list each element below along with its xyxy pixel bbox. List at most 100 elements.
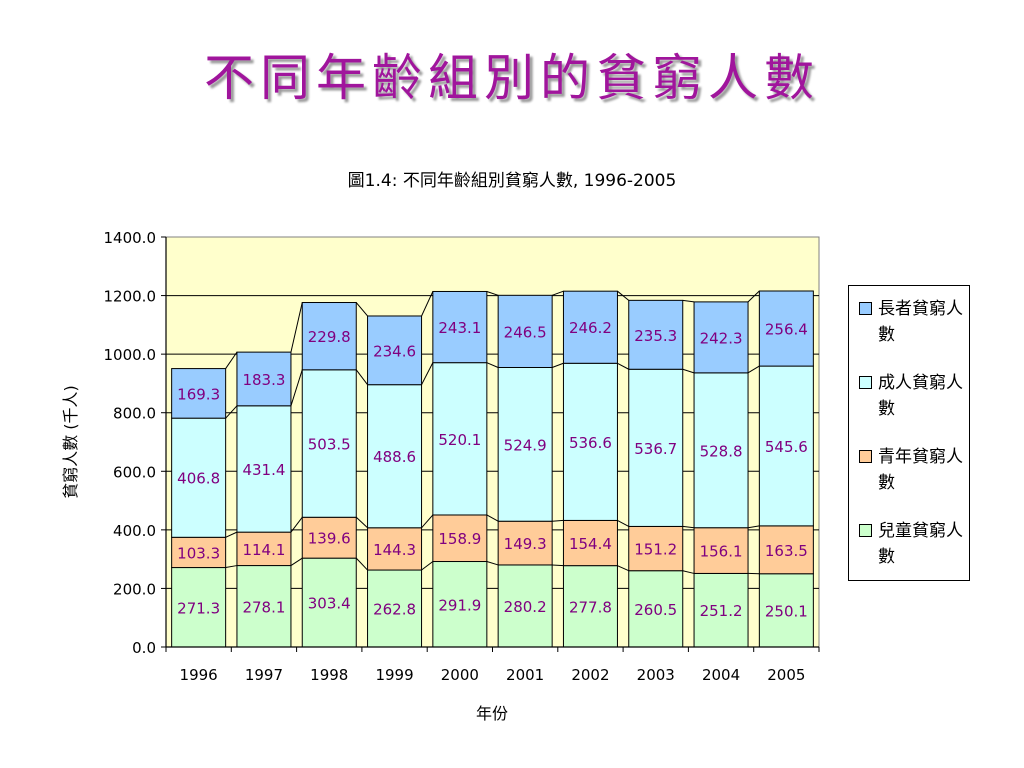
- bar-segment: [367, 315, 423, 386]
- legend-label: 兒童貧窮人數: [878, 521, 963, 567]
- series-line: [682, 368, 695, 374]
- bar-segment: [171, 368, 227, 419]
- bar-segment: [693, 301, 749, 374]
- series-line: [486, 290, 499, 296]
- series-line: [290, 557, 303, 566]
- legend-item: 兒童貧窮人數: [859, 518, 969, 570]
- bar-segment: [758, 365, 814, 527]
- x-tick-label: 1999: [375, 666, 413, 684]
- bar-segment: [628, 368, 684, 527]
- bar-segment: [432, 290, 488, 364]
- series-line: [421, 362, 434, 385]
- data-label: 303.4: [308, 595, 351, 613]
- y-tick-label: 600.0: [113, 463, 156, 481]
- data-label: 163.5: [765, 542, 808, 560]
- y-axis-title: 貧窮人數 (千人): [61, 385, 80, 499]
- legend-swatch: [859, 302, 872, 315]
- legend-item: 長者貧窮人數: [859, 296, 969, 348]
- x-tick-label: 1996: [180, 666, 218, 684]
- series-line: [486, 362, 499, 368]
- data-labels: 271.3 278.1 303.4 262.8 291.9 280.2 277.8 260.5…: [177, 319, 808, 620]
- bar-segment: [758, 290, 814, 367]
- bar-segment: [301, 557, 357, 648]
- data-label: 246.5: [504, 323, 547, 341]
- data-label: 151.2: [634, 541, 677, 559]
- data-label: 536.7: [634, 440, 677, 458]
- bar-segment: [628, 525, 684, 572]
- data-label: 154.4: [569, 535, 612, 553]
- bar-segment: [367, 569, 423, 648]
- bar-segment: [497, 294, 553, 368]
- y-tick-label: 200.0: [113, 580, 156, 598]
- series-line: [355, 516, 368, 529]
- bar-segment: [301, 516, 357, 559]
- bar-segment: [236, 405, 292, 533]
- series-line: [225, 565, 238, 569]
- bar-segment: [367, 527, 423, 571]
- data-label: 520.1: [438, 431, 481, 449]
- data-label: 528.8: [700, 442, 743, 460]
- bars: [171, 290, 814, 648]
- y-tick-label: 1200.0: [104, 288, 157, 306]
- data-label: 103.3: [177, 544, 220, 562]
- data-label: 256.4: [765, 321, 808, 339]
- series-line: [747, 290, 760, 303]
- data-label: 278.1: [242, 598, 285, 616]
- bar-segment: [758, 525, 814, 575]
- series-line: [421, 514, 434, 529]
- legend-label: 長者貧窮人數: [878, 299, 963, 345]
- series-line: [355, 557, 368, 571]
- data-label: 280.2: [504, 598, 547, 616]
- x-tick-label: 2000: [441, 666, 479, 684]
- axes: 0.0 200.0 400.0 600.0 800.0 1000.0 1200.0 1400.…: [104, 229, 820, 684]
- data-label: 260.5: [634, 601, 677, 619]
- chart-legend: 長者貧窮人數 成人貧窮人數 青年貧窮人數 兒童貧窮人數: [848, 285, 970, 581]
- legend-swatch: [859, 450, 872, 463]
- y-tick-label: 400.0: [113, 522, 156, 540]
- legend-swatch: [859, 376, 872, 389]
- data-label: 149.3: [504, 535, 547, 553]
- data-label: 234.6: [373, 342, 416, 360]
- series-line: [551, 290, 564, 296]
- data-label: 250.1: [765, 602, 808, 620]
- x-tick-label: 1997: [245, 666, 283, 684]
- legend-swatch: [859, 524, 872, 537]
- data-label: 114.1: [242, 541, 285, 559]
- bar-segment: [171, 567, 227, 648]
- data-label: 235.3: [634, 327, 677, 345]
- series-line: [682, 570, 695, 574]
- series-line: [290, 516, 303, 533]
- bar-segment: [236, 565, 292, 648]
- x-tick-label: 1998: [310, 666, 348, 684]
- y-tick-label: 0.0: [132, 639, 156, 657]
- bar-segment: [367, 384, 423, 529]
- y-tick-label: 800.0: [113, 405, 156, 423]
- x-tick-label: 2005: [767, 666, 805, 684]
- legend-label: 成人貧窮人數: [878, 373, 963, 419]
- series-line: [486, 561, 499, 566]
- series-line: [355, 302, 368, 317]
- data-label: 262.8: [373, 601, 416, 619]
- data-label: 158.9: [438, 530, 481, 548]
- y-tick-label: 1400.0: [104, 229, 157, 247]
- series-line: [552, 564, 564, 567]
- data-label: 183.3: [242, 371, 285, 389]
- data-label: 524.9: [504, 436, 547, 454]
- data-label: 406.8: [177, 470, 220, 488]
- series-line: [421, 291, 434, 317]
- bar-segment: [497, 520, 553, 566]
- bar-segment: [432, 362, 488, 516]
- data-label: 139.6: [308, 530, 351, 548]
- x-tick-label: 2003: [637, 666, 675, 684]
- bar-segment: [693, 527, 749, 574]
- bar-segment: [171, 536, 227, 569]
- series-line: [747, 365, 760, 374]
- y-tick-label: 1000.0: [104, 346, 157, 364]
- bar-segment: [628, 570, 684, 648]
- series-line: [617, 565, 629, 572]
- data-label: 271.3: [177, 599, 220, 617]
- data-label: 242.3: [700, 329, 743, 347]
- series-line: [617, 290, 630, 301]
- data-label: 251.2: [700, 602, 743, 620]
- data-label: 503.5: [308, 436, 351, 454]
